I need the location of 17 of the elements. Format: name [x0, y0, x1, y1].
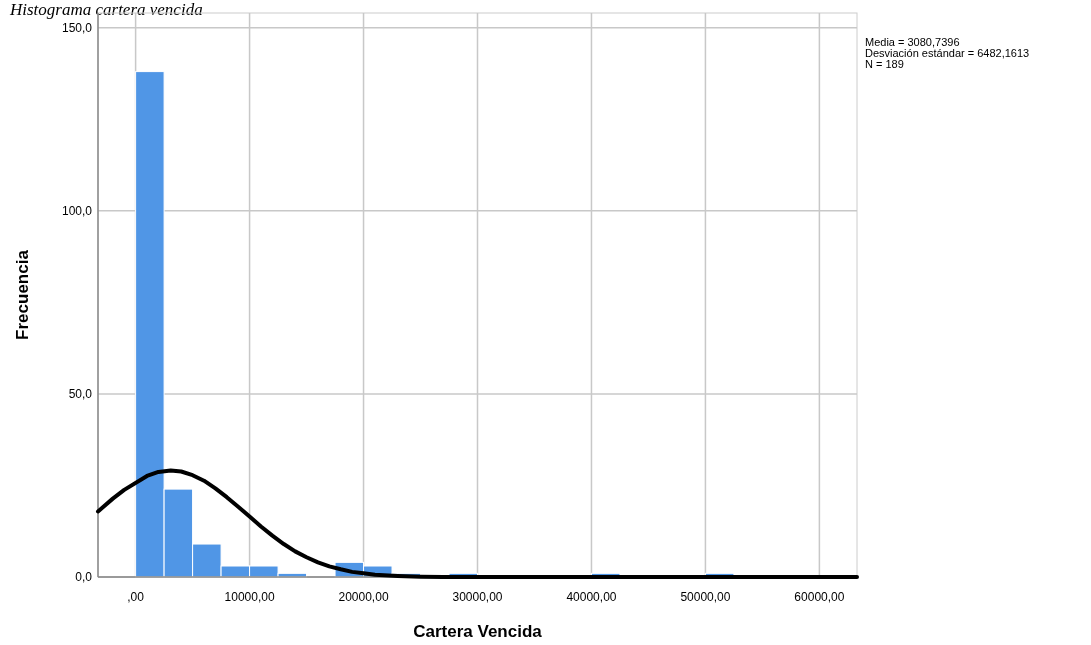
text: Media = 3080,7396	[865, 36, 960, 48]
y-tick-label: 50,0	[68, 387, 93, 402]
x-tick-label: 50000,00	[680, 590, 731, 604]
x-axis-title: Cartera Vencida	[413, 622, 543, 641]
chart-title: Histograma cartera vencida	[9, 0, 203, 19]
x-tick-label: 40000,00	[566, 590, 617, 604]
x-tick-label: ,00	[127, 590, 145, 604]
text: Desviación estándar = 6482,1613	[865, 47, 1030, 59]
y-tick-label: 0,0	[75, 570, 93, 585]
x-tick-label: 20000,00	[338, 590, 389, 604]
text: N = 189	[865, 58, 904, 70]
y-tick-label: 150,0	[61, 20, 93, 35]
y-tick-label: 100,0	[61, 203, 93, 218]
x-tick-label: 10000,00	[224, 590, 275, 604]
y-axis-title: Frecuencia	[13, 249, 32, 340]
x-tick-label: 30000,00	[452, 590, 503, 604]
x-tick-label: 60000,00	[794, 590, 845, 604]
